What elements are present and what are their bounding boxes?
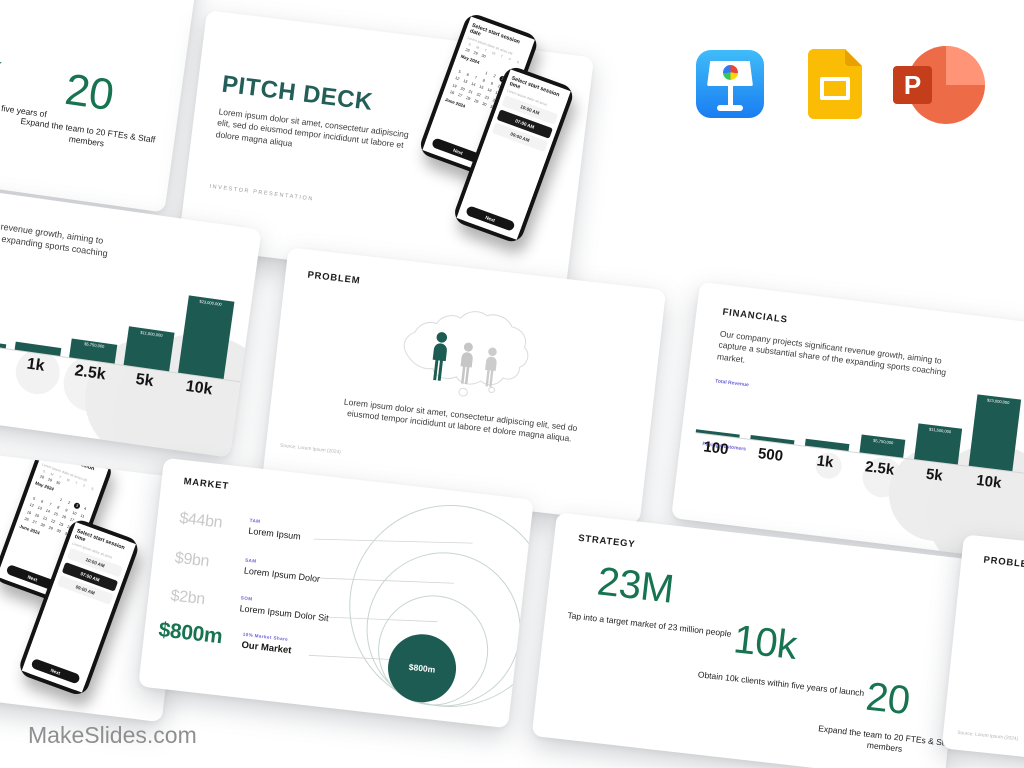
bar-category-label: 10k (975, 471, 1003, 492)
bar-value-label: $23,000,000 (199, 298, 223, 307)
bar-column: $11,500,000 5k (911, 380, 968, 491)
person-icon-gray (485, 347, 497, 387)
bar-10k: $23,000,000 (178, 295, 235, 379)
person-icon-teal (432, 332, 448, 381)
bar-category-label: 2.5k (864, 457, 896, 479)
problem-title: PROBLEM (982, 554, 1024, 572)
bar-category-label: 500 (757, 444, 785, 465)
bar-category-label: 100 (702, 437, 730, 458)
bar-column: $5,750,000 2.5k (856, 373, 913, 484)
bar-value-label: $11,500,000 (139, 329, 163, 338)
next-button[interactable]: Next (30, 658, 81, 685)
stat-value: 20 (863, 674, 912, 724)
people-icons (426, 328, 502, 388)
google-slides-icon (808, 49, 862, 119)
bar-category-label: 2.5k (73, 362, 107, 384)
bar-column: 1k (11, 270, 71, 381)
list-cell: 30 (480, 53, 487, 59)
strategy-title: STRATEGY (577, 532, 636, 551)
stat-caption: Expand the team to 20 FTEs & Staff membe… (19, 115, 156, 149)
next-button[interactable]: Next (465, 205, 516, 232)
list-cell: 30 (55, 480, 61, 486)
bar-value-label: $5,750,000 (83, 341, 105, 349)
bar-category-label: 5k (134, 370, 155, 391)
bar-5k: $11,500,000 (123, 326, 175, 372)
market-value: $2bn (169, 587, 206, 609)
stat-caption: Expand the team to 20 FTEs & Staff membe… (817, 723, 954, 755)
market-value: $9bn (173, 549, 211, 571)
bar-column: $11,500,000 5k (120, 286, 180, 397)
bar-category-label: 10k (184, 377, 214, 399)
bar-category-label: 1k (815, 451, 835, 471)
person-icon-gray (460, 342, 473, 385)
bar-column: $23,000,000 10k (174, 293, 235, 404)
source-text: Source: Lorem Ipsum (2024) (956, 730, 1019, 743)
stat-value: 23M (595, 559, 676, 612)
bar-value-label: $11,500,000 (928, 426, 952, 434)
slide-problem: PROBLEM Lorem ipsum dolor sit amet, cons… (261, 247, 667, 524)
slide-financials: FINANCIALS Our company projects signific… (671, 281, 1024, 571)
bar-value-label: $5,750,000 (872, 437, 894, 445)
bar-category-label: 1k (25, 355, 46, 375)
revenue-bar-chart: 100 500 1k $5,750,000 2.5k $11,500,000 5k $23,0… (693, 353, 1024, 498)
stat-value: 10k (731, 617, 799, 669)
powerpoint-icon: P (890, 44, 990, 128)
bar-column: 1k (802, 366, 859, 477)
financials-title: FINANCIALS (721, 306, 789, 326)
stat-value: 20 (62, 64, 117, 121)
bar-5k: $11,500,000 (914, 423, 963, 465)
bar-10k: $23,000,000 (968, 394, 1022, 472)
bar-value-label: $23,000,000 (987, 397, 1011, 405)
slide-strategy: STRATEGY 23M Tap into a target market of… (531, 512, 970, 768)
bar-category-label: 5k (925, 465, 944, 485)
slide-market: MARKET $44bn TAM Lorem Ipsum $9bn SAM Lo… (138, 457, 534, 729)
keynote-icon (696, 50, 764, 118)
stat-value: 10k (0, 39, 4, 93)
bar-column: 100 (693, 353, 750, 464)
stat-caption: Obtain 10k clients within five years of … (697, 669, 865, 699)
bar-column: $23,000,000 10k (966, 386, 1023, 497)
slide-strategy-top-partial: 23M 10k Obtain 10k clients within five y… (0, 0, 202, 213)
bar-column: 500 (747, 360, 804, 471)
problem-title: PROBLEM (306, 269, 361, 287)
watermark-text: MakeSlides.com (28, 722, 197, 748)
source-text: Source: Lorem Ipsum (2024) (279, 443, 341, 456)
financials-body: Our company projects significant revenue… (0, 203, 109, 259)
bar-column: $5,750,000 2.5k (65, 278, 125, 389)
market-tag: TAM (249, 517, 261, 524)
map-outline (403, 311, 529, 397)
stat-caption: Tap into a target market of 23 million p… (566, 610, 732, 639)
pitch-deck-body: Lorem ipsum dolor sit amet, consectetur … (215, 106, 410, 151)
powerpoint-letter: P (903, 69, 922, 100)
pitch-deck-footer: INVESTOR PRESENTATION (209, 183, 315, 203)
bar-500 (0, 338, 7, 349)
